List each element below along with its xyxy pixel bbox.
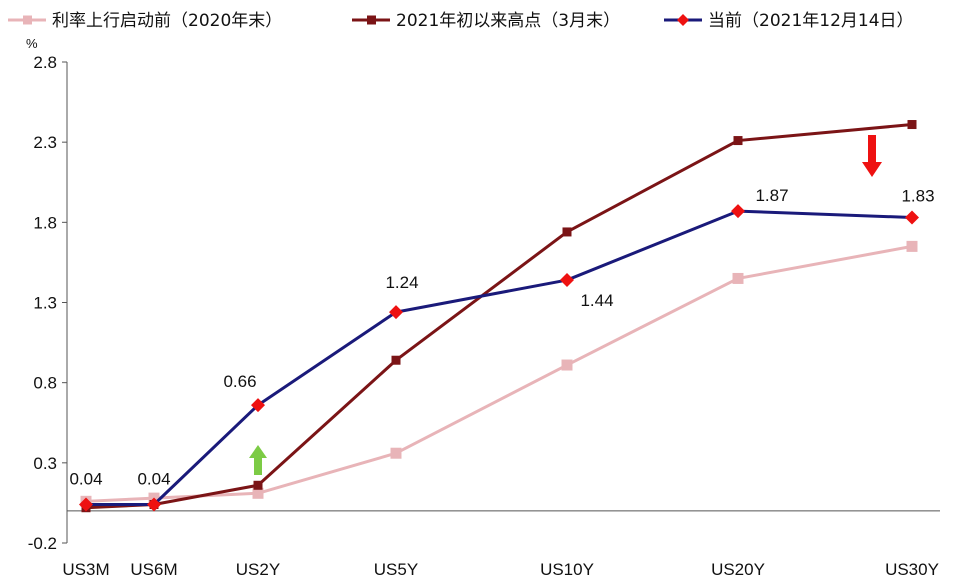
legend-marker [367,15,376,25]
legend-label: 利率上行启动前（2020年末） [52,11,282,31]
y-tick-label: 1.3 [33,294,57,313]
legend-marker [23,15,32,25]
series-marker [560,273,574,288]
legend-marker [677,14,689,26]
y-tick-label: 1.8 [33,213,57,232]
series-marker [561,359,573,371]
down-arrow-icon [862,135,882,177]
data-label: 1.44 [580,291,613,310]
annotations [249,135,882,475]
y-axis: 2.8 2.3 1.8 1.3 0.8 0.3 -0.2 [28,53,68,553]
data-label: 1.87 [755,186,788,205]
x-tick-label: US10Y [540,560,594,579]
series-marker [253,480,263,490]
legend: 利率上行启动前（2020年末） 2021年初以来高点（3月末） 当前（2021年12… [8,11,914,31]
series-line [86,209,913,507]
x-tick-label: US2Y [236,560,280,579]
series-marker [907,120,917,130]
y-tick-label: -0.2 [28,534,57,553]
series-marker [252,487,264,499]
x-axis: US3M US6M US2Y US5Y US10Y US20Y US30Y [62,510,940,579]
x-tick-label: US3M [62,560,109,579]
data-label: 0.04 [137,470,170,489]
y-tick-label: 2.3 [33,133,57,152]
data-label: 1.83 [901,187,934,206]
data-label: 1.24 [385,273,418,292]
series-marker [79,497,93,512]
legend-label: 2021年初以来高点（3月末） [396,11,620,31]
series-marker [733,136,743,146]
x-tick-label: US5Y [374,560,418,579]
x-tick-label: US20Y [711,560,765,579]
x-tick-label: US6M [130,560,177,579]
x-tick-label: US30Y [885,560,939,579]
data-label: 0.66 [223,372,256,391]
y-tick-label: 0.8 [33,374,57,393]
up-arrow-icon [249,445,267,475]
series-marker [251,398,265,413]
data-label: 0.04 [69,470,102,489]
series-marker [906,240,918,252]
series-marker [147,497,161,512]
series-marker [905,210,919,225]
series-marker [391,355,401,365]
y-axis-unit: % [26,36,38,51]
legend-label: 当前（2021年12月14日） [708,11,914,31]
series-marker [389,305,403,320]
series-marker [731,204,745,219]
data-labels: 0.04 0.04 0.66 1.24 1.44 1.87 1.83 [69,186,934,488]
y-tick-label: 2.8 [33,53,57,72]
y-tick-label: 0.3 [33,454,57,473]
series-marker [732,272,744,284]
series-group [79,120,919,513]
series-marker [562,227,572,237]
series-marker [390,447,402,459]
